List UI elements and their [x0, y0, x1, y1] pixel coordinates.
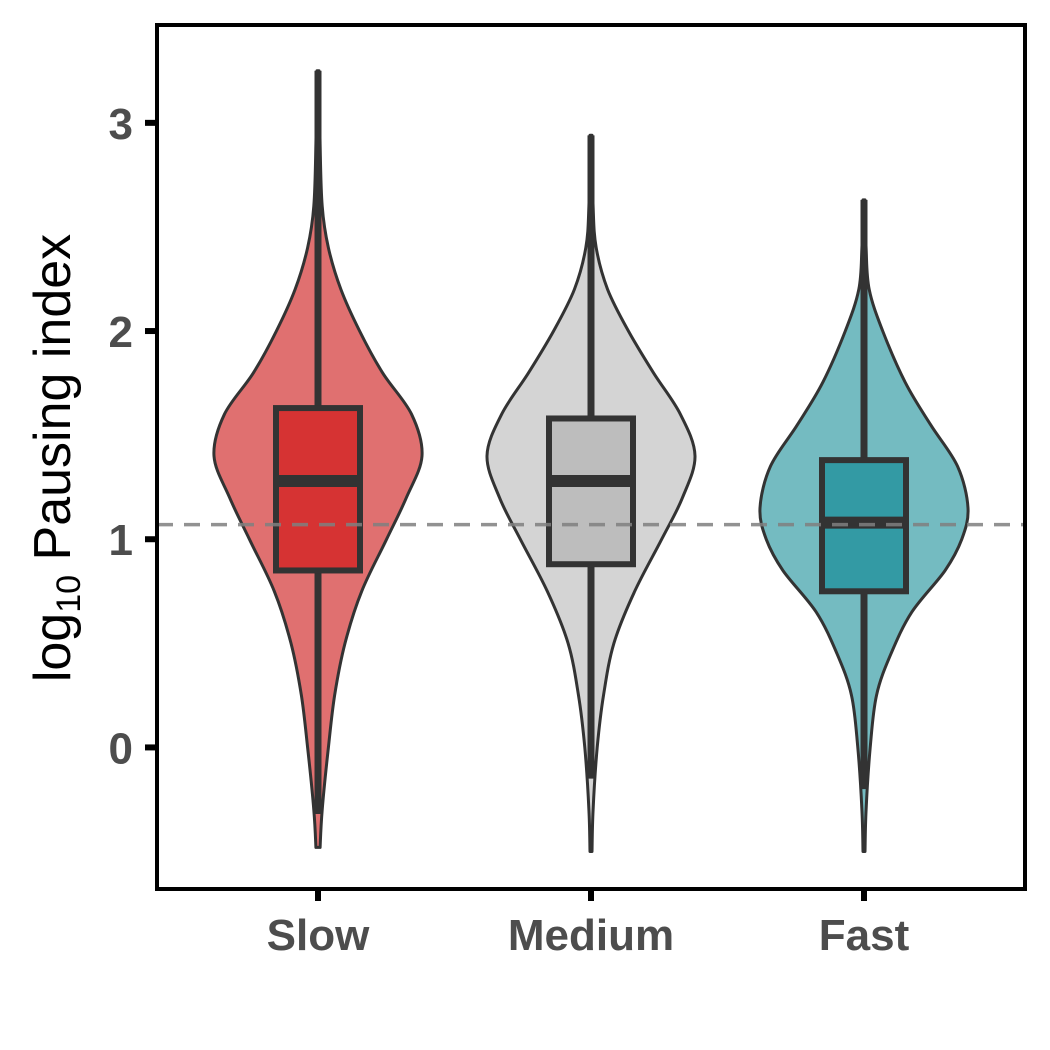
x-tick-label-medium: Medium: [508, 911, 674, 960]
violin-group-medium: [485, 133, 697, 853]
x-tick-label-slow: Slow: [267, 911, 370, 960]
y-axis-title-rest: Pausing index: [24, 234, 82, 575]
y-tick-label-1: 1: [109, 516, 133, 565]
y-tick-label-2: 2: [109, 308, 133, 357]
axes: Slow Medium Fast 0 1 2 3: [109, 23, 1027, 960]
y-axis-title: log10 Pausing index: [24, 234, 88, 682]
plot-area: [157, 69, 1025, 853]
box-slow: [273, 405, 363, 574]
y-axis-title-base: log: [24, 613, 82, 682]
box-medium: [546, 415, 636, 568]
violin-group-slow: [212, 69, 424, 849]
y-tick-label-0: 0: [109, 724, 133, 773]
plot-border: [155, 23, 1027, 891]
x-tick-label-fast: Fast: [819, 911, 910, 960]
y-axis-title-subscript: 10: [50, 575, 88, 613]
y-tick-label-3: 3: [109, 100, 133, 149]
